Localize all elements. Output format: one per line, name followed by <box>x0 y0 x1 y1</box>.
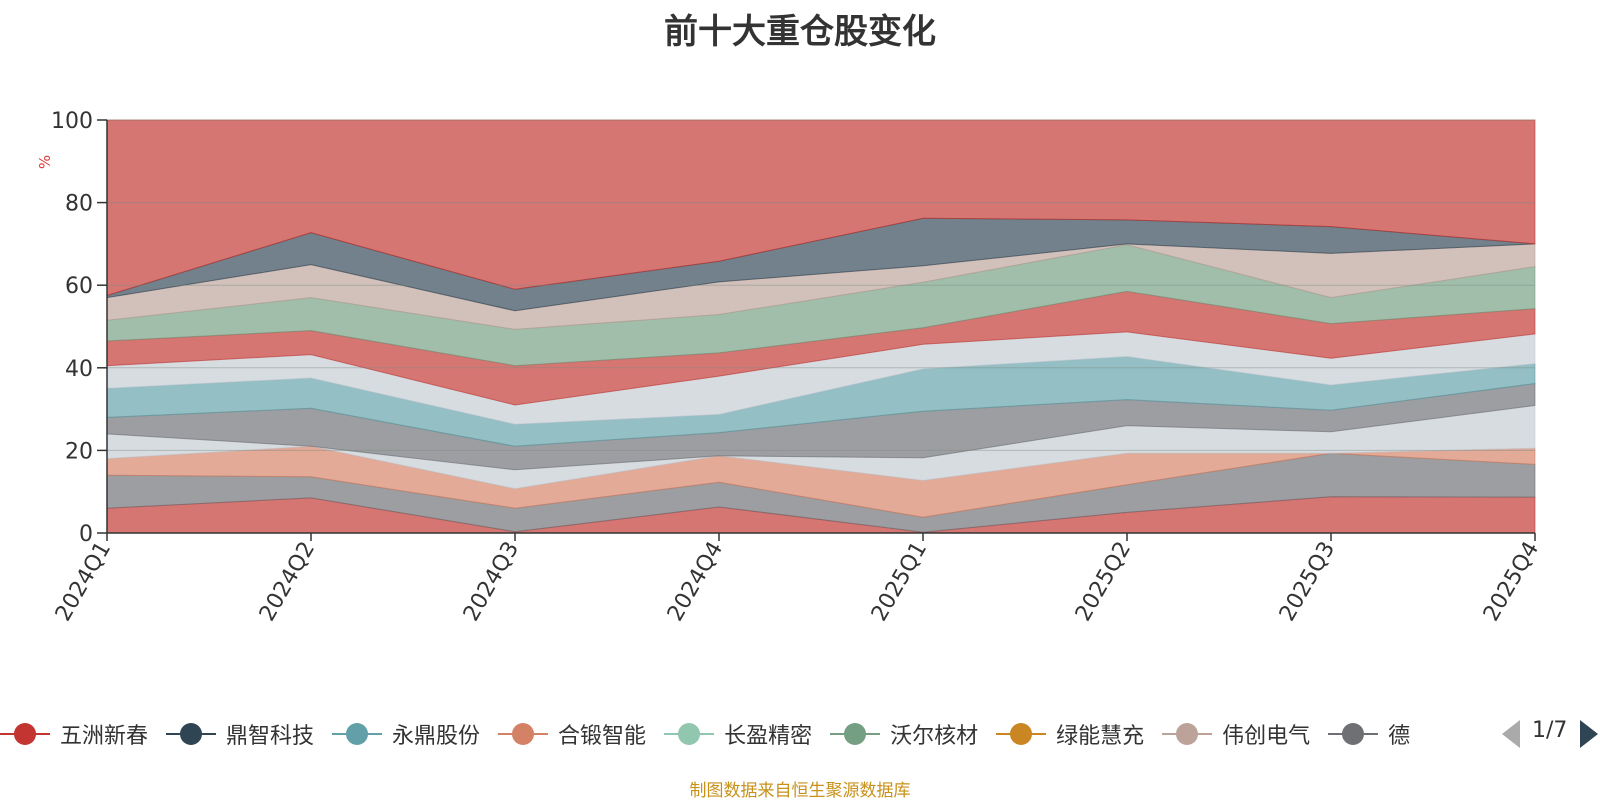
legend-marker-dot <box>678 723 701 745</box>
legend-marker-dot <box>346 723 369 745</box>
legend-item-label: 绿能慧充 <box>1056 724 1145 749</box>
y-tick-label-0: 0 <box>79 522 93 547</box>
legend-marker-dot <box>512 723 535 745</box>
legend-item-label: 鼎智科技 <box>226 724 315 749</box>
legend-viewport: 五洲新春 鼎智科技 永鼎股份 合锻智能 长盈精密 沃尔核材 绿能慧充 伟创电气 德 <box>0 716 1484 752</box>
legend-item-label: 伟创电气 <box>1222 724 1311 749</box>
legend-page-indicator: 1/7 <box>1532 718 1568 743</box>
legend-marker-icon <box>1162 716 1213 752</box>
y-tick-label-4: 80 <box>65 192 93 217</box>
legend-item-4[interactable]: 长盈精密 <box>664 716 830 752</box>
legend-item-label: 五洲新春 <box>60 724 149 749</box>
area-band-11 <box>106 119 1536 297</box>
legend-marker-dot <box>1342 723 1365 745</box>
x-tick-label-7: 2025Q4 <box>1479 538 1544 626</box>
x-tick-label-4: 2025Q1 <box>867 538 932 626</box>
legend: 五洲新春 鼎智科技 永鼎股份 合锻智能 长盈精密 沃尔核材 绿能慧充 伟创电气 德 1/7 <box>0 716 1600 752</box>
x-tick-label-2: 2024Q3 <box>459 538 524 626</box>
legend-row: 五洲新春 鼎智科技 永鼎股份 合锻智能 长盈精密 沃尔核材 绿能慧充 伟创电气 德 <box>0 716 1428 752</box>
chart-title: 前十大重仓股变化 <box>664 12 936 52</box>
area-bands <box>106 119 1536 534</box>
legend-item-8[interactable]: 德 <box>1328 716 1428 752</box>
x-tick-label-3: 2024Q4 <box>663 538 728 626</box>
legend-item-3[interactable]: 合锻智能 <box>498 716 664 752</box>
legend-item-label: 长盈精密 <box>724 724 813 749</box>
legend-marker-icon <box>498 716 549 752</box>
legend-marker-dot <box>844 723 867 745</box>
gridlines <box>107 119 1535 451</box>
legend-marker-icon <box>332 716 383 752</box>
legend-marker-dot <box>1010 723 1033 745</box>
legend-prev-page-icon[interactable] <box>1502 720 1520 748</box>
chart-plot: 0 20 40 60 80 100 2024Q1 2024Q2 2024Q3 2024Q4 2025… <box>36 109 1544 626</box>
x-tick-label-5: 2025Q2 <box>1071 538 1136 626</box>
legend-marker-icon <box>0 716 50 752</box>
legend-marker-icon <box>1328 716 1379 752</box>
legend-marker-icon <box>166 716 217 752</box>
data-source-note: 制图数据来自恒生聚源数据库 <box>689 781 911 801</box>
legend-item-2[interactable]: 永鼎股份 <box>332 716 498 752</box>
legend-item-1[interactable]: 鼎智科技 <box>166 716 332 752</box>
legend-item-6[interactable]: 绿能慧充 <box>996 716 1162 752</box>
legend-item-label: 沃尔核材 <box>890 724 979 749</box>
y-tick-label-2: 40 <box>65 357 93 382</box>
y-tick-label-3: 60 <box>65 274 93 299</box>
legend-item-5[interactable]: 沃尔核材 <box>830 716 996 752</box>
x-tick-label-0: 2024Q1 <box>51 538 116 626</box>
legend-item-7[interactable]: 伟创电气 <box>1162 716 1328 752</box>
legend-marker-dot <box>1176 723 1199 745</box>
y-tick-label-5: 100 <box>51 109 93 134</box>
legend-item-label: 合锻智能 <box>558 724 647 749</box>
legend-item-label: 德 <box>1388 724 1411 749</box>
legend-marker-icon <box>664 716 715 752</box>
x-tick-label-1: 2024Q2 <box>255 538 320 626</box>
y-tick-label-1: 20 <box>65 439 93 464</box>
legend-next-page-icon[interactable] <box>1580 720 1598 748</box>
legend-item-label: 永鼎股份 <box>392 724 481 749</box>
legend-item-0[interactable]: 五洲新春 <box>0 716 166 752</box>
legend-marker-icon <box>830 716 881 752</box>
x-tick-label-6: 2025Q3 <box>1275 538 1340 626</box>
legend-marker-dot <box>14 723 36 745</box>
y-axis-label: % <box>36 155 54 169</box>
legend-marker-dot <box>180 723 203 745</box>
legend-pager: 1/7 <box>1496 716 1600 752</box>
legend-marker-icon <box>996 716 1047 752</box>
